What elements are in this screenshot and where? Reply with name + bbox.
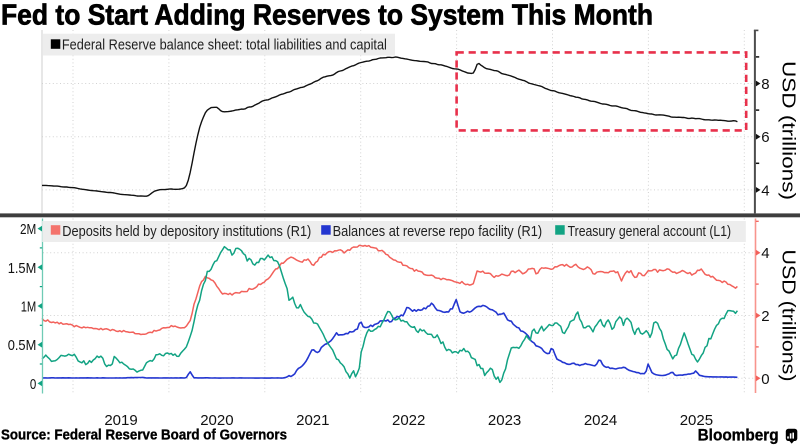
svg-text:0: 0 [30,376,36,393]
svg-text:Balances at reverse repo facil: Balances at reverse repo facility (R1) [333,223,542,240]
svg-text:Bloomberg: Bloomberg [698,426,779,444]
svg-text:2022: 2022 [392,412,425,429]
svg-text:Source: Federal Reserve Board: Source: Federal Reserve Board of Governo… [1,427,287,443]
svg-text:4: 4 [761,245,769,262]
svg-text:2024: 2024 [584,412,617,429]
svg-text:USD (trillions): USD (trillions) [779,250,799,382]
svg-text:Treasury general account (L1): Treasury general account (L1) [568,223,732,240]
svg-text:8: 8 [761,76,769,93]
svg-text:2025: 2025 [680,412,713,429]
svg-text:1.5M: 1.5M [8,260,37,277]
svg-text:0.5M: 0.5M [8,337,37,354]
svg-text:6: 6 [761,129,769,146]
svg-text:Fed to Start Adding Reserves t: Fed to Start Adding Reserves to System T… [1,0,653,31]
svg-text:USD (trillions): USD (trillions) [779,61,799,200]
svg-text:2021: 2021 [296,412,329,429]
svg-text:2: 2 [761,308,769,325]
svg-text:Federal Reserve balance sheet:: Federal Reserve balance sheet: total lia… [62,37,387,54]
svg-text:2020: 2020 [200,412,233,429]
svg-text:2M: 2M [20,221,36,238]
svg-text:4: 4 [761,182,769,199]
svg-text:2023: 2023 [488,412,521,429]
svg-text:Deposits held by depository in: Deposits held by depository institutions… [62,223,311,240]
svg-text:1M: 1M [21,299,37,316]
svg-text:2019: 2019 [104,412,137,429]
svg-text:0: 0 [761,371,769,388]
